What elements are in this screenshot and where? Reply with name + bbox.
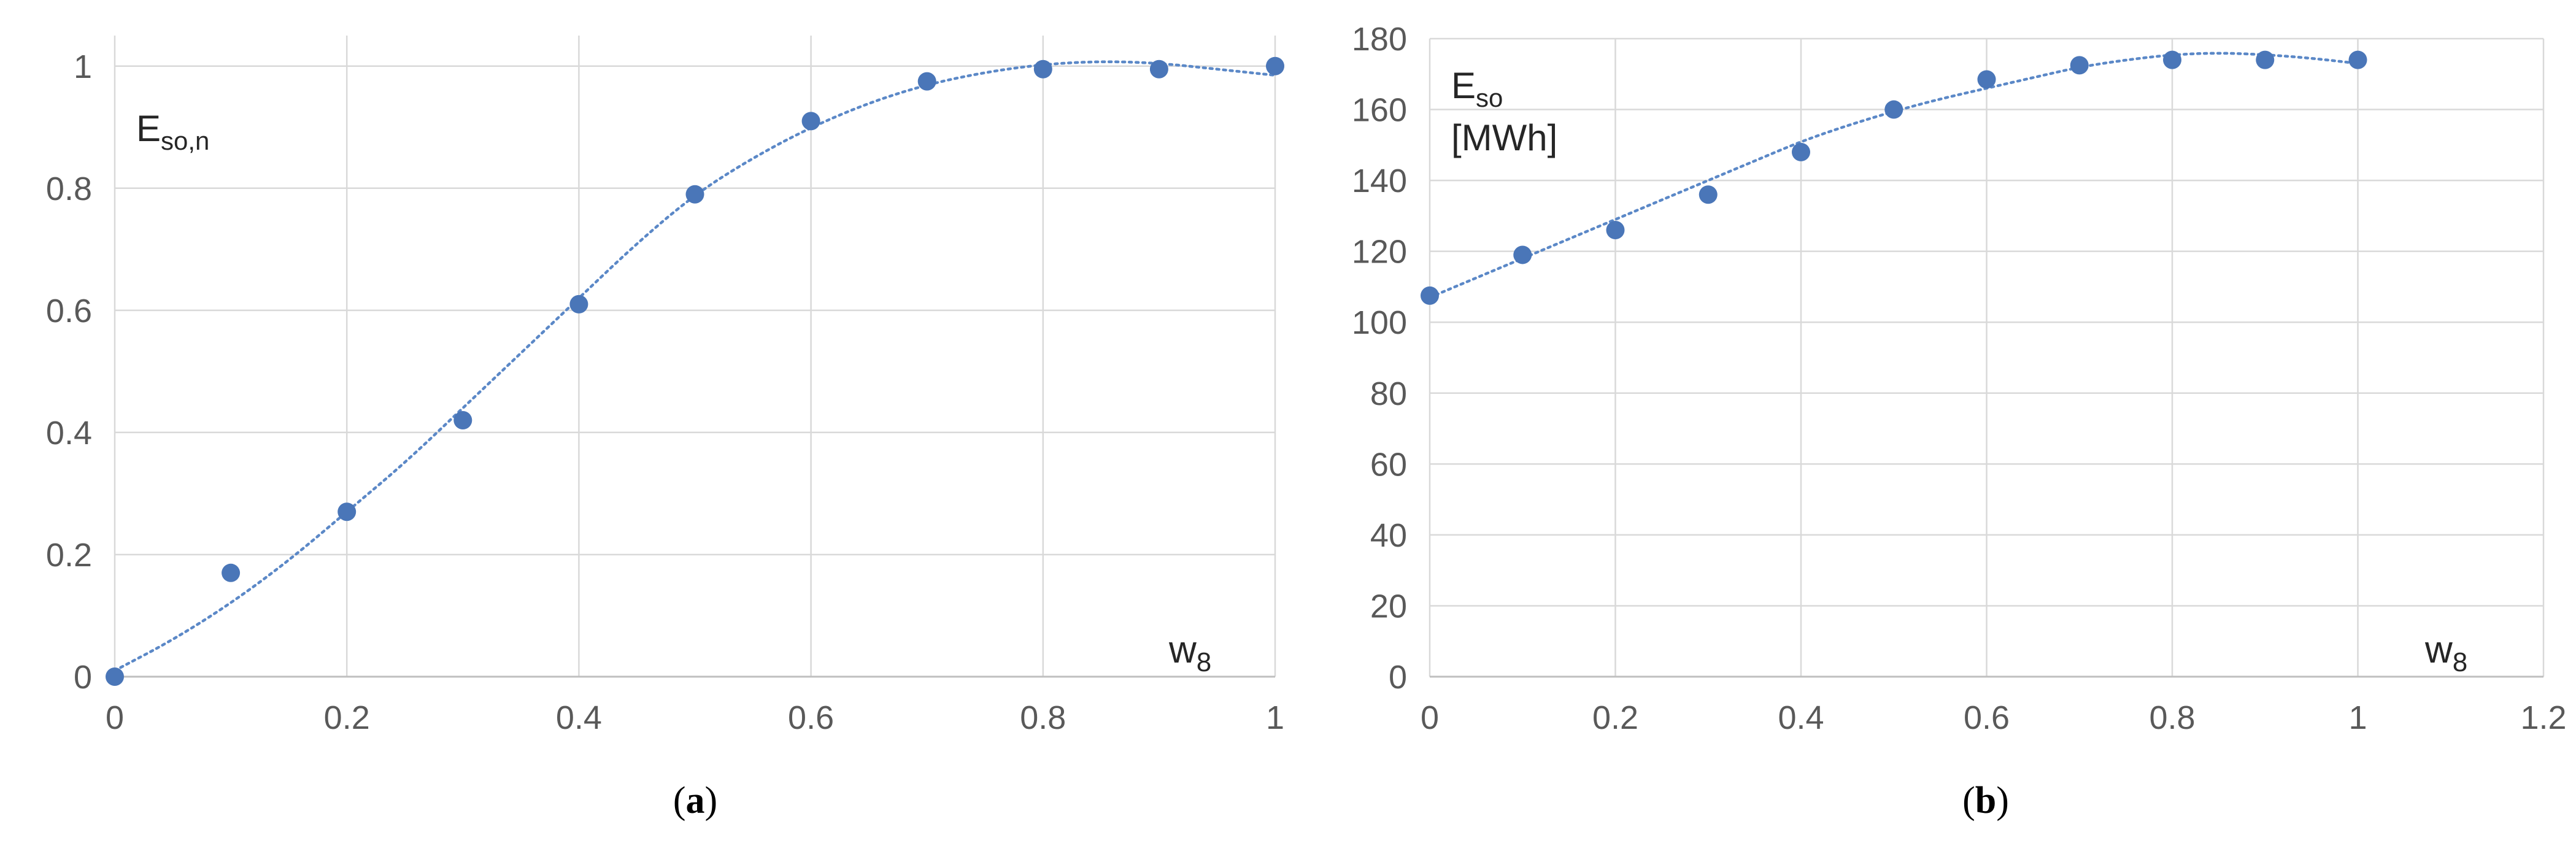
data-point	[569, 294, 588, 313]
y-axis-label: Eso	[1451, 65, 1503, 112]
data-point	[1792, 142, 1810, 161]
y-axis-label: Eso,n	[136, 108, 209, 155]
x-tick-label: 0	[106, 699, 124, 736]
data-point	[917, 72, 936, 91]
data-point	[685, 185, 704, 204]
data-point	[2348, 50, 2367, 69]
data-point	[1884, 100, 1903, 119]
x-tick-label: 0.8	[1020, 699, 1066, 736]
x-tick-label: 1	[1266, 699, 1284, 736]
x-tick-label: 0.4	[556, 699, 602, 736]
y-axis-unit: [MWh]	[1451, 117, 1557, 158]
data-point	[2256, 50, 2275, 69]
x-tick-label: 1	[2348, 699, 2367, 736]
y-tick-label: 160	[1352, 92, 1407, 129]
y-tick-label: 120	[1352, 234, 1407, 271]
data-point	[453, 411, 472, 429]
y-tick-label: 0.6	[46, 293, 92, 329]
x-tick-label: 0	[1421, 699, 1439, 736]
data-point	[2070, 56, 2089, 75]
data-point	[1513, 245, 1532, 264]
trendline	[1428, 52, 2359, 299]
data-point	[222, 563, 241, 582]
y-tick-label: 60	[1370, 446, 1407, 483]
y-tick-label: 20	[1370, 588, 1407, 625]
x-tick-label: 0.4	[1778, 699, 1824, 736]
x-tick-label: 0.6	[1964, 699, 2010, 736]
x-tick-label: 0.2	[1592, 699, 1638, 736]
x-tick-label: 1.2	[2520, 699, 2566, 736]
y-tick-label: 0	[1389, 659, 1407, 696]
trendline	[113, 60, 1277, 672]
x-tick-label: 0.6	[788, 699, 834, 736]
x-axis-label: w8	[2424, 629, 2467, 677]
panel-caption: (b)	[1962, 780, 2009, 821]
y-tick-label: 180	[1352, 21, 1407, 58]
y-tick-label: 40	[1370, 517, 1407, 554]
x-axis-label: w8	[1168, 629, 1211, 677]
chart-panel-b: 0 0.2 0.4 0.6 0.8 1 1.2 0 20 40 60 80 100 120 140 160 18…	[1352, 21, 2567, 821]
y-tick-label: 1	[74, 48, 92, 85]
data-point	[2163, 50, 2181, 69]
chart-panel-a: 0 0.2 0.4 0.6 0.8 1 0 0.2 0.4 0.6 0.8 1 Eso,n w8 (a)	[46, 36, 1284, 821]
x-tick-label: 0.8	[2149, 699, 2195, 736]
y-tick-label: 0.8	[46, 171, 92, 207]
x-tick-label: 0.2	[324, 699, 370, 736]
data-point	[1421, 286, 1439, 305]
data-point	[106, 667, 124, 686]
y-tick-label: 100	[1352, 304, 1407, 341]
data-point	[1033, 60, 1052, 79]
panel-caption: (a)	[673, 780, 717, 821]
data-point	[1606, 221, 1625, 239]
data-point	[1699, 185, 1718, 204]
data-point	[337, 502, 357, 521]
data-point	[1266, 56, 1284, 75]
y-tick-label: 80	[1370, 375, 1407, 412]
data-point	[1977, 70, 1996, 89]
data-point	[1149, 60, 1168, 79]
data-point	[801, 112, 820, 131]
y-tick-label: 0.4	[46, 415, 92, 452]
y-tick-label: 0	[74, 659, 92, 696]
y-tick-label: 140	[1352, 163, 1407, 199]
y-tick-label: 0.2	[46, 537, 92, 574]
